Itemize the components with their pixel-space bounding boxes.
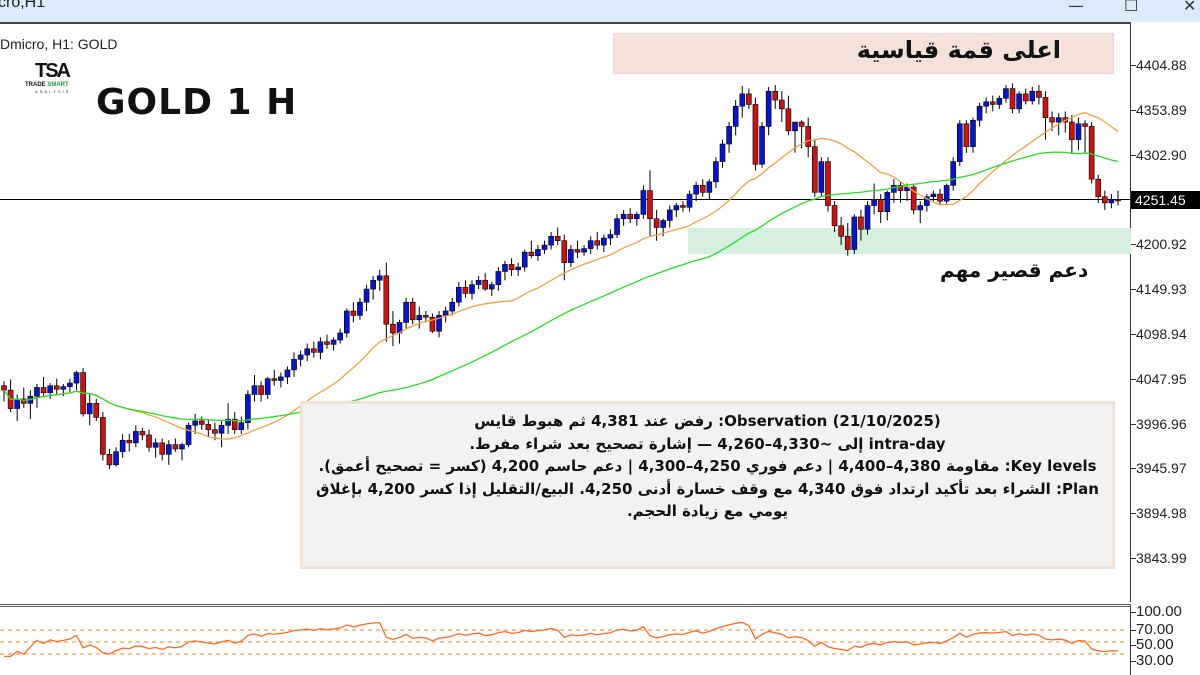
price-tick [1131, 65, 1136, 66]
current-price-line [0, 199, 1131, 200]
oscillator-label: 100.00 [1136, 603, 1182, 620]
candlestick-chart [1, 83, 1121, 470]
ath-label: اعلى قمة قياسية [856, 36, 1061, 64]
price-label: 3894.98 [1136, 505, 1187, 522]
oscillator-tick [1131, 661, 1136, 662]
logo-text-trade: TRADE [25, 82, 48, 88]
oscillator-label: 50.00 [1136, 636, 1174, 653]
price-label: 4353.89 [1136, 101, 1187, 118]
oscillator-tick [1131, 612, 1136, 613]
close-button[interactable]: ✕ [1183, 0, 1197, 15]
logo-mark: TSA [35, 60, 71, 82]
main-chart-frame[interactable] [0, 22, 1131, 602]
price-tick [1131, 423, 1136, 425]
oscillator-frame[interactable] [0, 604, 1131, 675]
analysis-note: Observation (21/10/2025): رفض عند 4,381 … [300, 401, 1115, 569]
oscillator-label: 30.00 [1136, 652, 1174, 669]
note-observation: Observation (21/10/2025): رفض عند 4,381 … [474, 412, 941, 430]
logo-subtext: ANALYSIS [35, 89, 71, 94]
note-plan: Plan: الشراء بعد تأكيد ارتداد فوق 4,340 … [316, 479, 1099, 521]
price-tick [1131, 333, 1136, 335]
price-tick [1131, 154, 1136, 156]
oscillator-label: 70.00 [1136, 621, 1174, 638]
window-title: cro,H1 [0, 0, 46, 11]
price-label: 4098.94 [1136, 325, 1187, 342]
price-tick [1131, 558, 1136, 560]
price-label: 3996.96 [1136, 415, 1187, 432]
price-label: 3843.99 [1136, 550, 1187, 567]
price-tick [1131, 109, 1136, 111]
price-label: 3945.97 [1136, 460, 1187, 477]
price-label: 4149.93 [1136, 281, 1187, 298]
oscillator-tick [1131, 630, 1136, 631]
support-label: دعم قصير مهم [940, 258, 1089, 282]
price-tick [1131, 244, 1136, 246]
brand-logo: TSA TRADE SMART ANALYSIS [25, 60, 85, 100]
price-tick [1131, 513, 1136, 515]
all-time-high-banner: اعلى قمة قياسية [613, 33, 1114, 74]
price-tick [1131, 378, 1136, 380]
price-label: 4200.92 [1136, 236, 1187, 253]
minimize-button[interactable]: — [1068, 0, 1084, 15]
note-key-levels: Key levels: مقاومة 4,380–4,400 | دعم فور… [318, 457, 1097, 475]
window-titlebar: cro,H1 — ☐ ✕ [0, 0, 1200, 22]
current-price-tag: 4251.45 [1131, 191, 1200, 209]
chart-title: GOLD 1 H [96, 82, 298, 123]
maximize-button[interactable]: ☐ [1124, 0, 1139, 15]
symbol-label: Dmicro, H1: GOLD [0, 36, 118, 52]
logo-text-smart: SMART [47, 82, 69, 88]
price-tick [1131, 468, 1136, 470]
oscillator-tick [1131, 645, 1136, 646]
price-label: 4302.90 [1136, 146, 1187, 163]
note-observation-cont: intra-day إلى ~4,330–4,260 — إشارة تصحيح… [469, 434, 946, 453]
logo-text: TRADE SMART [25, 82, 69, 88]
support-zone [688, 228, 1131, 254]
price-label: 4404.88 [1136, 57, 1187, 73]
price-label: 4047.95 [1136, 370, 1187, 387]
price-tick [1131, 289, 1136, 291]
